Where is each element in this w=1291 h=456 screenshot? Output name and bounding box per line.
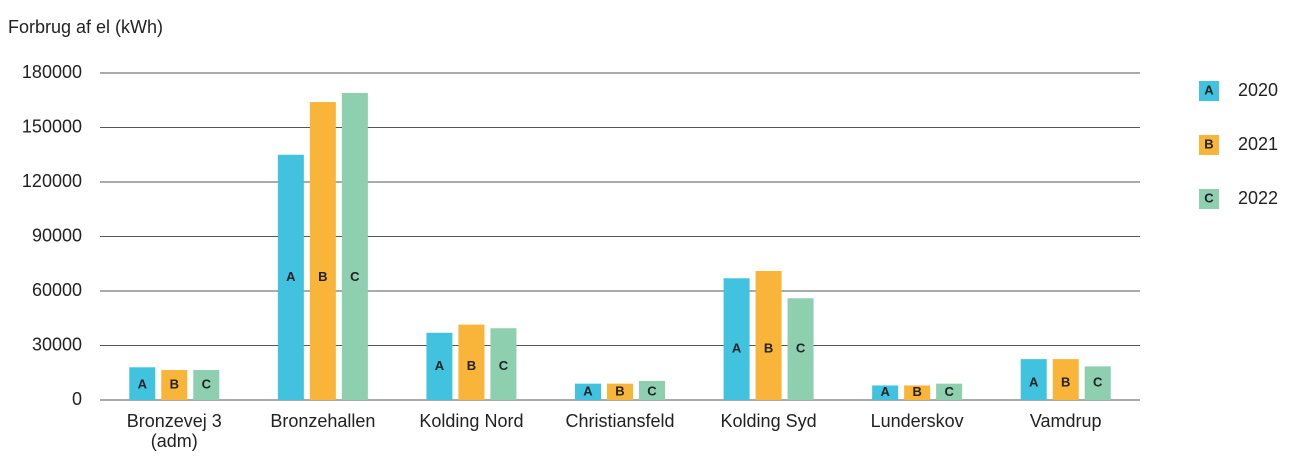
bar: [426, 332, 453, 400]
legend-letter: C: [1204, 190, 1214, 205]
x-tick-label: Lunderskov: [871, 411, 964, 431]
bar: [639, 380, 665, 400]
bar-letter: B: [912, 384, 921, 399]
bar-letter: B: [467, 358, 476, 373]
bar-letter: C: [350, 269, 360, 284]
x-tick-label: Kolding Nord: [419, 411, 523, 431]
bar-letter: B: [318, 269, 327, 284]
legend-label: 2020: [1238, 80, 1278, 100]
x-tick-label: Christiansfeld: [565, 411, 674, 431]
bar-letter: A: [732, 341, 742, 356]
bar-letter: B: [764, 341, 773, 356]
x-tick-label: Bronzevej 3 (adm): [127, 411, 222, 451]
bar-letter: A: [435, 358, 445, 373]
bar-letter: C: [202, 376, 212, 391]
bar-letter: A: [880, 384, 890, 399]
bar-letter: A: [138, 376, 148, 391]
bar-letter: B: [615, 383, 624, 398]
legend-label: 2021: [1238, 134, 1278, 154]
bar: [458, 324, 485, 400]
x-tick-label: Kolding Syd: [721, 411, 817, 431]
y-tick-label: 90000: [32, 225, 82, 245]
bar-letter: A: [583, 383, 593, 398]
bar-letter: C: [499, 358, 509, 373]
bar: [193, 370, 220, 400]
legend-swatch: [1199, 81, 1219, 101]
bar: [1084, 366, 1111, 400]
y-tick-label: 150000: [22, 116, 82, 136]
y-tick-label: 0: [72, 389, 82, 409]
bar: [787, 298, 814, 400]
legend-swatch: [1199, 189, 1219, 209]
y-tick-label: 180000: [22, 62, 82, 82]
bar-letter: A: [286, 269, 296, 284]
bar: [755, 271, 782, 400]
y-tick-label: 120000: [22, 171, 82, 191]
legend-swatch: [1199, 135, 1219, 155]
bar: [1020, 359, 1047, 400]
legend-label: 2022: [1238, 188, 1278, 208]
x-tick-label: Vamdrup: [1030, 411, 1102, 431]
x-tick-label: Bronzehallen: [270, 411, 375, 431]
bar: [575, 383, 601, 400]
bar-letter: C: [647, 383, 657, 398]
bar: [723, 278, 750, 400]
bar-letter: B: [170, 376, 179, 391]
bar: [872, 385, 899, 400]
y-tick-label: 30000: [32, 334, 82, 354]
legend-letter: A: [1204, 82, 1214, 97]
bar: [341, 92, 368, 400]
bar-letter: C: [1093, 375, 1103, 390]
bar: [309, 102, 336, 401]
bar: [936, 383, 963, 400]
bar-letter: A: [1029, 375, 1039, 390]
bar: [129, 367, 156, 400]
bar: [277, 154, 304, 400]
bar: [161, 370, 188, 400]
bar: [904, 385, 931, 400]
bar-letter: B: [1061, 375, 1070, 390]
legend-letter: B: [1204, 136, 1213, 151]
y-axis-label: Forbrug af el (kWh): [8, 17, 163, 37]
bar: [607, 383, 633, 400]
bar: [490, 328, 517, 400]
bar: [1052, 359, 1079, 400]
bar-letter: C: [796, 341, 806, 356]
bar-letter: C: [944, 384, 954, 399]
y-tick-label: 60000: [32, 280, 82, 300]
